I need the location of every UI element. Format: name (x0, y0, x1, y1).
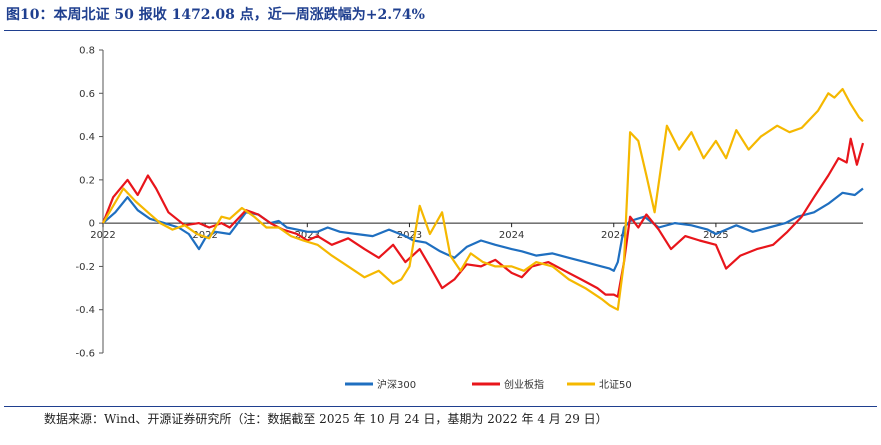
chart-title: 图10：本周北证 50 报收 1472.08 点，近一周涨跌幅为+2.74% (6, 7, 425, 23)
y-tick-label: 0 (89, 219, 95, 230)
series-line-bz50 (102, 87, 864, 311)
chart-legend: 沪深300 创业板指 北证50 (345, 378, 632, 391)
x-tick-label: 2023 (295, 230, 320, 241)
y-tick-label: 0.2 (79, 175, 95, 186)
y-tick-label: 0.4 (79, 132, 95, 143)
legend-label-bz50: 北证50 (599, 379, 632, 391)
x-tick-label: 2023 (397, 230, 422, 241)
x-tick-label: 2022 (90, 230, 115, 241)
x-tick-label: 2024 (499, 230, 524, 241)
chart-series-lines (101, 87, 865, 311)
y-tick-label: -0.4 (75, 305, 95, 316)
y-tick-label: -0.2 (75, 262, 95, 273)
legend-label-hs300: 沪深300 (377, 378, 416, 391)
y-tick-label: 0.6 (79, 89, 95, 100)
x-tick-label: 2022 (192, 230, 217, 241)
y-tick-label: -0.6 (75, 349, 95, 360)
x-tick-label: 2024 (601, 230, 626, 241)
data-source-note: 数据来源：Wind、开源证券研究所（注：数据截至 2025 年 10 月 24 … (44, 412, 608, 426)
series-line-hs300 (102, 187, 864, 272)
legend-label-cyb: 创业板指 (504, 378, 544, 391)
title-divider (4, 30, 877, 31)
y-tick-label: 0.8 (79, 46, 95, 57)
x-tick-label: 2025 (703, 230, 728, 241)
series-line-cyb (101, 137, 865, 298)
footer-divider (4, 406, 877, 407)
chart-axes: 0.8 0.6 0.4 0.2 0 -0.2 -0.4 -0.6 2022 2022 2023 202… (75, 46, 863, 360)
